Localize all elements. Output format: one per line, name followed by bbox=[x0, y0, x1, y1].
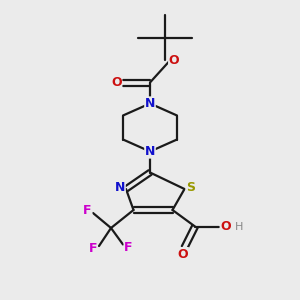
Text: O: O bbox=[169, 53, 179, 67]
Text: F: F bbox=[83, 203, 92, 217]
Text: N: N bbox=[115, 181, 125, 194]
Text: O: O bbox=[178, 248, 188, 261]
Text: N: N bbox=[145, 97, 155, 110]
Text: F: F bbox=[124, 241, 133, 254]
Text: N: N bbox=[145, 145, 155, 158]
Text: S: S bbox=[186, 181, 195, 194]
Text: H: H bbox=[235, 221, 244, 232]
Text: F: F bbox=[89, 242, 97, 256]
Text: O: O bbox=[111, 76, 122, 89]
Text: O: O bbox=[220, 220, 231, 233]
